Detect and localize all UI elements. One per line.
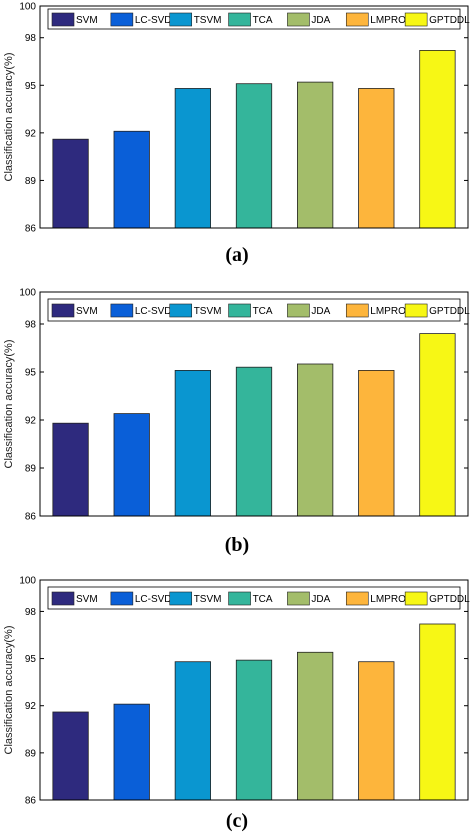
chart-svg-b: Classification accuracy(%) 86 89 92 95 98 100 S… (3, 288, 470, 523)
chart-svg-c: Classification accuracy(%) 86 89 92 95 98 100 S… (3, 576, 470, 807)
legend-swatch-tca (228, 303, 251, 318)
legend: SVM LC-SVD TSVM TCA JDA LMPROJ GPTDDL (47, 298, 470, 322)
legend-label-gptddl: GPTDDL (429, 15, 470, 26)
plot-frame (39, 579, 469, 801)
bar-jda (297, 363, 334, 517)
legend-label-lmproj: LMPROJ (370, 306, 411, 317)
y-axis-label: Classification accuracy(%) (3, 626, 15, 755)
legend-swatch-jda (287, 12, 310, 27)
y-tick-label: 89 (25, 748, 37, 759)
legend: SVM LC-SVD TSVM TCA JDA LMPROJ GPTDDL (47, 586, 470, 610)
legend-swatch-lc-svd (110, 303, 134, 318)
bar-tsvm (174, 661, 211, 801)
chart-panel-b: Classification accuracy(%) 86 89 92 95 98 100 S… (0, 282, 474, 562)
bar-gptddl (419, 333, 456, 517)
legend-label-gptddl: GPTDDL (429, 594, 470, 605)
y-tick-label: 100 (19, 576, 36, 587)
legend-swatch-gptddl (404, 591, 428, 606)
bar-lc-svd (113, 703, 150, 801)
legend-label-jda: JDA (311, 594, 330, 605)
legend-label-jda: JDA (311, 15, 330, 26)
legend: SVM LC-SVD TSVM TCA JDA LMPROJ GPTDDL (47, 8, 470, 30)
legend-swatch-lmproj (345, 12, 369, 27)
y-tick-label: 86 (25, 224, 37, 235)
y-tick-label: 92 (25, 701, 37, 712)
y-tick-label: 89 (25, 176, 37, 187)
legend-swatch-tca (228, 591, 251, 606)
y-tick-label: 100 (19, 288, 36, 299)
bar-jda (297, 651, 334, 801)
bar-lc-svd (113, 413, 150, 517)
y-tick-label: 86 (25, 796, 37, 807)
chart-panel-c: Classification accuracy(%) 86 89 92 95 98 100 S… (0, 568, 474, 838)
legend-swatch-svm (51, 591, 75, 606)
legend-label-lmproj: LMPROJ (370, 594, 411, 605)
y-axis-label: Classification accuracy(%) (3, 53, 15, 182)
legend-label-lc-svd: LC-SVD (135, 306, 172, 317)
legend-swatch-lc-svd (110, 591, 134, 606)
bar-tsvm (174, 370, 211, 517)
y-tick-label: 92 (25, 128, 37, 139)
bar-tca (235, 659, 273, 801)
legend-swatch-lmproj (345, 591, 369, 606)
legend-swatch-jda (287, 303, 310, 318)
legend-label-svm: SVM (76, 306, 98, 317)
legend-label-lc-svd: LC-SVD (135, 594, 172, 605)
bar-svm (52, 422, 89, 517)
bar-lmproj (358, 88, 395, 229)
legend-label-tca: TCA (253, 306, 273, 317)
chart-caption-c: (c) (225, 810, 249, 832)
chart-caption-b: (b) (224, 534, 250, 556)
legend-swatch-gptddl (404, 303, 428, 318)
legend-label-gptddl: GPTDDL (429, 306, 470, 317)
legend-label-svm: SVM (76, 15, 98, 26)
y-tick-label: 86 (25, 512, 37, 523)
bar-jda (297, 81, 334, 229)
legend-label-tca: TCA (253, 594, 273, 605)
bar-lc-svd (113, 130, 150, 229)
bar-tca (235, 366, 273, 517)
legend-swatch-lc-svd (110, 12, 134, 27)
legend-label-lmproj: LMPROJ (370, 15, 411, 26)
legend-swatch-jda (287, 591, 310, 606)
y-tick-label: 95 (25, 654, 37, 665)
chart-caption-a: (a) (225, 244, 249, 266)
legend-swatch-tca (228, 12, 251, 27)
legend-label-tsvm: TSVM (194, 15, 222, 26)
y-tick-label: 95 (25, 368, 37, 379)
bar-svm (52, 711, 89, 801)
plot-frame (39, 5, 469, 229)
bar-gptddl (419, 623, 456, 801)
y-axis-label: Classification accuracy(%) (3, 340, 15, 469)
bar-tca (235, 83, 273, 229)
legend-label-tsvm: TSVM (194, 594, 222, 605)
plot-frame (39, 291, 469, 517)
y-tick-label: 89 (25, 464, 37, 475)
y-tick-label: 92 (25, 416, 37, 427)
legend-swatch-lmproj (345, 303, 369, 318)
bar-tsvm (174, 88, 211, 229)
y-tick-label: 100 (19, 2, 36, 13)
chart-panel-a: Classification accuracy(%) 86 89 92 95 98 100 S… (0, 0, 474, 278)
chart-svg-a: Classification accuracy(%) 86 89 92 95 98 100 S… (3, 2, 470, 235)
bar-gptddl (419, 50, 456, 229)
bar-lmproj (358, 370, 395, 517)
legend-label-svm: SVM (76, 594, 98, 605)
bar-lmproj (358, 661, 395, 801)
legend-swatch-svm (51, 12, 75, 27)
legend-label-tsvm: TSVM (194, 306, 222, 317)
y-tick-label: 98 (25, 607, 37, 618)
legend-swatch-svm (51, 303, 75, 318)
y-tick-label: 98 (25, 33, 37, 44)
legend-swatch-tsvm (169, 12, 193, 27)
y-tick-label: 95 (25, 81, 37, 92)
legend-swatch-tsvm (169, 591, 193, 606)
legend-label-tca: TCA (253, 15, 273, 26)
legend-swatch-tsvm (169, 303, 193, 318)
bar-svm (52, 138, 89, 229)
y-tick-label: 98 (25, 320, 37, 331)
legend-label-jda: JDA (311, 306, 330, 317)
legend-swatch-gptddl (404, 12, 428, 27)
legend-label-lc-svd: LC-SVD (135, 15, 172, 26)
